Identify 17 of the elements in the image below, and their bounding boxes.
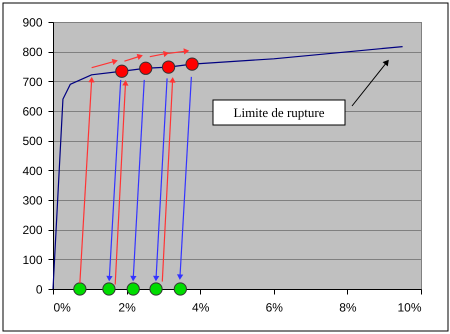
x-tick-label: 10% <box>397 300 422 314</box>
y-tick-label: 200 <box>22 223 43 238</box>
x-tick-label: 2% <box>118 300 136 314</box>
y-tick-label: 900 <box>22 16 43 30</box>
y-tick-label: 400 <box>22 164 43 178</box>
y-tick-label: 700 <box>22 74 43 89</box>
x-tick-label: 6% <box>266 300 284 314</box>
annotation: Limite de rupture <box>234 105 325 120</box>
y-tick-label: 300 <box>22 194 43 208</box>
y-tick-label: 500 <box>22 134 43 148</box>
y-tick-label: 0 <box>36 282 43 296</box>
y-tick-label: 600 <box>22 104 43 118</box>
y-tick-label: 800 <box>22 45 43 60</box>
x-tick-label: 0% <box>54 300 72 314</box>
y-tick-label: 100 <box>22 252 43 267</box>
x-tick-label: 4% <box>192 300 210 314</box>
x-tick-label: 8% <box>339 300 357 314</box>
